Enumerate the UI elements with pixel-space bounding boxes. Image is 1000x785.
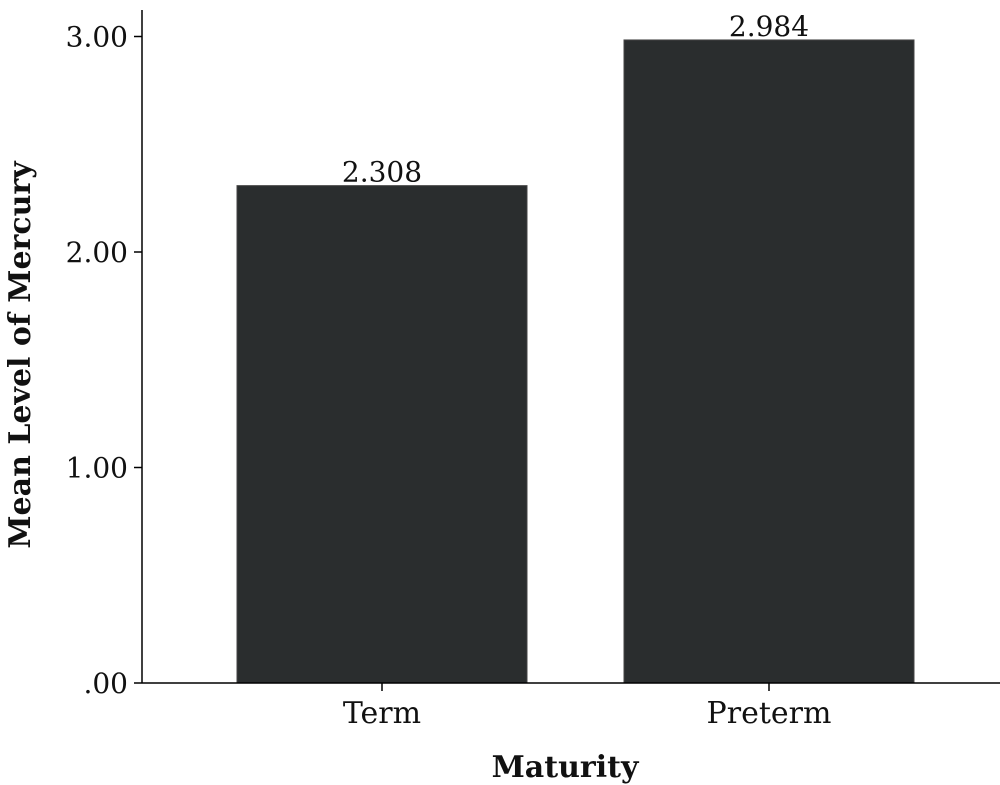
x-axis-title: Maturity	[492, 750, 640, 785]
x-tick-label-preterm: Preterm	[707, 696, 832, 731]
x-tick-label-term: Term	[343, 696, 421, 731]
y-axis-ticks: .00 1.00 2.00 3.00	[66, 21, 142, 700]
y-tick-label: 2.00	[66, 236, 128, 269]
y-tick-label: .00	[83, 667, 128, 700]
y-axis-title: Mean Level of Mercury	[3, 160, 38, 549]
bar-preterm	[623, 39, 915, 684]
y-tick-label: 1.00	[66, 452, 128, 485]
x-axis-ticks: Term Preterm	[343, 683, 832, 731]
bar-term	[236, 185, 528, 684]
y-tick-label: 3.00	[66, 21, 128, 54]
data-label-term: 2.308	[342, 156, 422, 189]
bars	[236, 39, 915, 684]
data-labels: 2.308 2.984	[342, 10, 809, 189]
data-label-preterm: 2.984	[729, 10, 809, 43]
